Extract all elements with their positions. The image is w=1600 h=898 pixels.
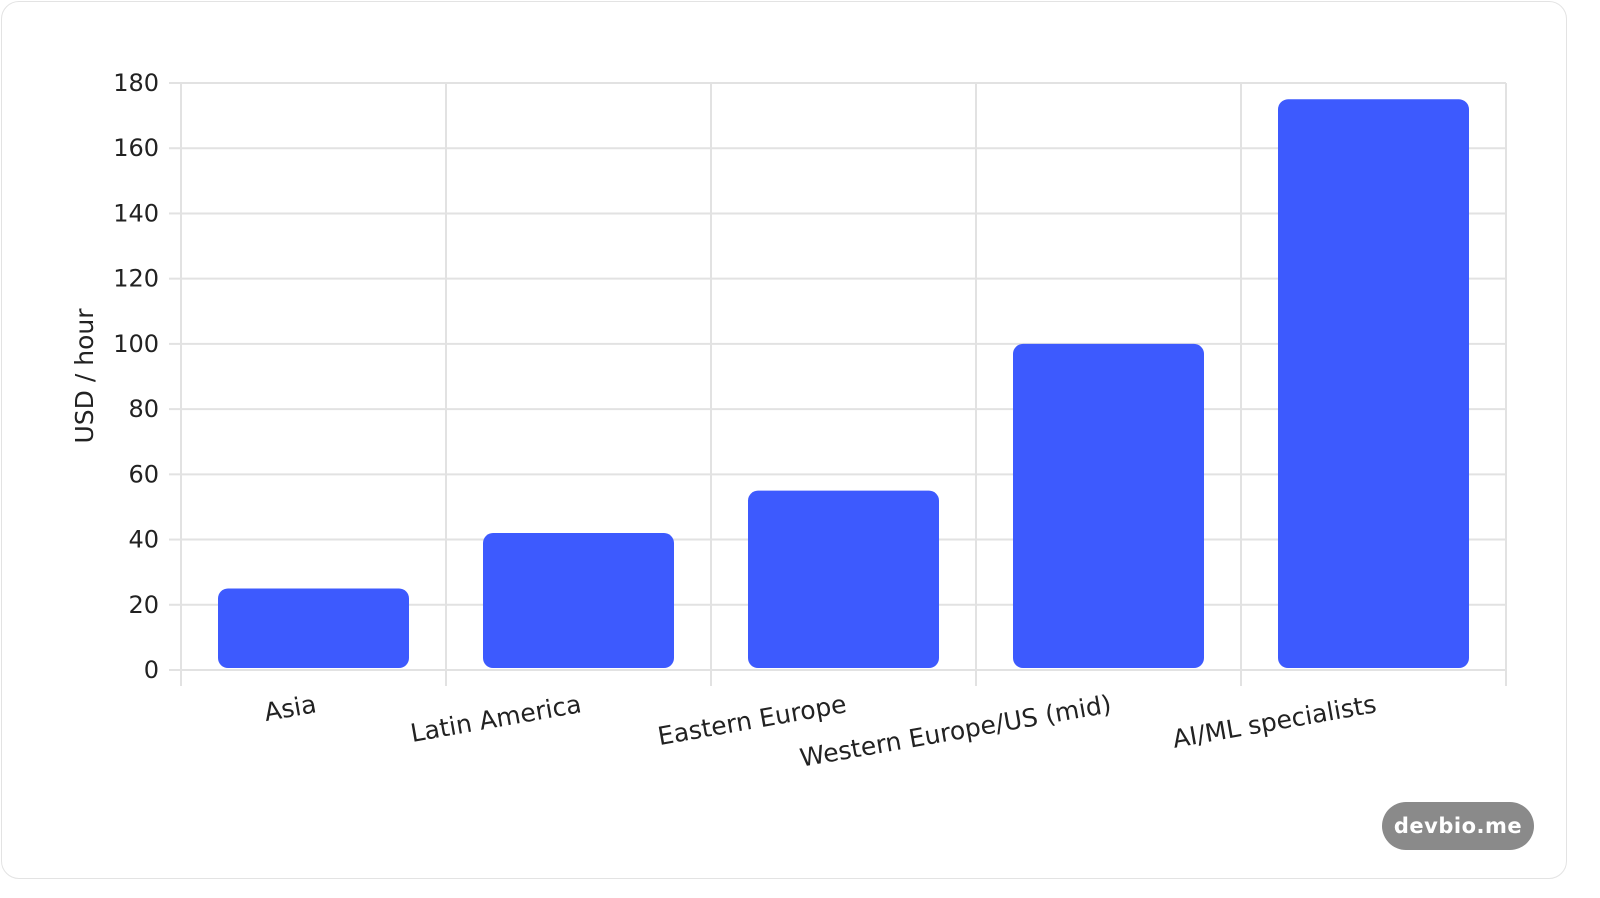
y-tick-label: 20 (128, 591, 159, 619)
y-tick-label: 180 (113, 69, 159, 97)
x-tick-label: AI/ML specialists (1170, 689, 1378, 753)
y-tick-label: 80 (128, 395, 159, 423)
x-tick-label: Latin America (408, 689, 583, 748)
bar (1013, 343, 1204, 668)
y-tick-label: 140 (113, 199, 159, 227)
y-tick-label: 160 (113, 134, 159, 162)
y-tick-label: 100 (113, 330, 159, 358)
y-tick-label: 40 (128, 526, 159, 554)
bar (1278, 99, 1469, 669)
bar (483, 533, 674, 668)
y-axis-label: USD / hour (70, 308, 99, 444)
watermark-badge: devbio.me (1382, 802, 1534, 850)
bar (748, 490, 939, 668)
y-tick-label: 0 (144, 656, 159, 684)
bars (218, 99, 1469, 669)
y-tick-labels: 0 20 40 60 80 100 120 140 160 180 (113, 69, 159, 684)
y-tick-label: 120 (113, 265, 159, 293)
x-tick-label: Asia (262, 689, 319, 727)
y-tick-label: 60 (128, 460, 159, 488)
bar (218, 588, 409, 668)
